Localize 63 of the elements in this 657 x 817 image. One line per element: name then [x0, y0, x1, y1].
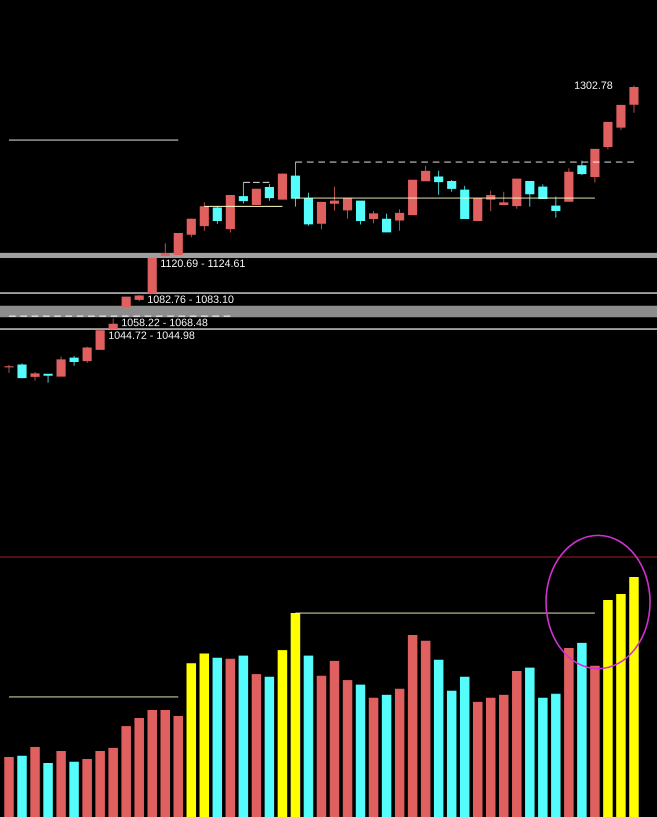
bar [30, 746, 40, 817]
candlestick [616, 104, 626, 130]
band-label: 1044.72 - 1044.98 [109, 331, 194, 340]
bar [226, 658, 236, 817]
bar [43, 762, 53, 817]
bar [460, 676, 470, 817]
bar [512, 670, 522, 817]
bar [95, 751, 105, 817]
bar [264, 676, 274, 817]
candlestick [43, 374, 53, 384]
candlestick [368, 210, 378, 224]
candlestick [212, 206, 222, 224]
bar [147, 710, 157, 817]
candlestick [316, 202, 326, 230]
candlestick [629, 84, 639, 114]
candlestick [200, 202, 209, 232]
bar [382, 694, 392, 817]
candlestick [538, 184, 548, 200]
bar [186, 663, 196, 817]
candlestick [174, 233, 183, 255]
candlestick [186, 218, 196, 238]
bar [603, 600, 613, 817]
candlestick [290, 162, 300, 208]
band-label: 1082.76 - 1083.10 [148, 295, 234, 304]
bar [4, 756, 14, 817]
candlestick [4, 364, 14, 374]
bar [629, 577, 639, 817]
bar [564, 648, 574, 817]
bar [174, 716, 184, 817]
candlestick [577, 160, 586, 176]
candlestick [525, 180, 534, 208]
candlestick [160, 242, 170, 256]
candlestick [56, 356, 66, 377]
candlestick [108, 318, 118, 330]
candlestick [473, 198, 482, 222]
candlestick [342, 198, 352, 219]
bar [368, 698, 378, 817]
candlestick [395, 208, 404, 232]
candlestick [96, 330, 105, 350]
candlestick [82, 346, 92, 364]
candlestick [382, 213, 392, 232]
candlestick [330, 186, 340, 211]
candlestick [434, 170, 444, 196]
band-label: 1058.22 - 1068.48 [122, 318, 208, 326]
candlestick [238, 182, 248, 204]
bar [472, 702, 482, 817]
candlestick [17, 362, 27, 379]
candlestick [356, 200, 366, 225]
candlestick [421, 166, 430, 182]
candlestick [122, 296, 131, 308]
bar [134, 718, 144, 817]
candlestick [70, 356, 79, 366]
bar [82, 758, 92, 817]
bar [577, 642, 587, 817]
candlestick [252, 188, 261, 205]
candlestick [551, 196, 560, 218]
candlestick [264, 184, 274, 202]
annotation: 1302.78 [574, 81, 612, 89]
bar [121, 726, 131, 817]
band-label: 1120.69 - 1124.61 [161, 260, 245, 268]
candlestick [499, 191, 508, 205]
candlestick [447, 180, 456, 192]
bar [290, 612, 300, 817]
